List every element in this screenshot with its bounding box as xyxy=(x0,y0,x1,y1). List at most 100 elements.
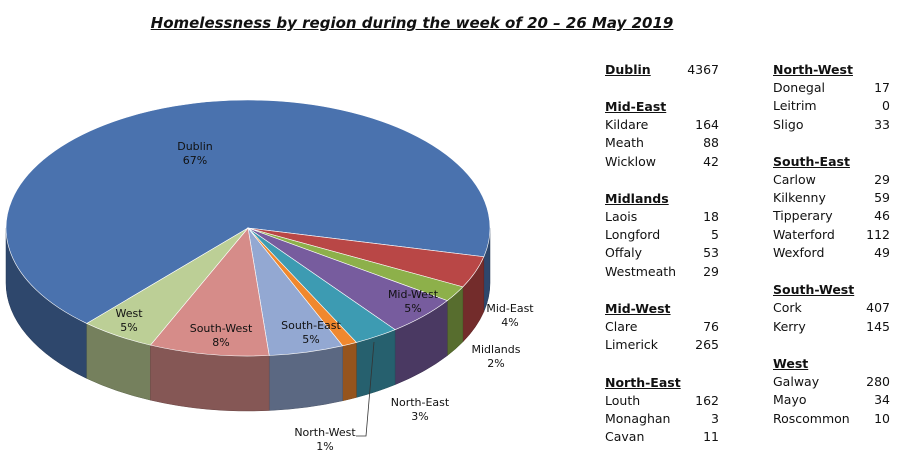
county-name: Longford xyxy=(605,227,661,243)
region-name: North-West xyxy=(773,62,853,77)
county-row: Meath 88 xyxy=(605,134,719,152)
county-name: Kilkenny xyxy=(773,190,826,206)
county-row: Laois 18 xyxy=(605,208,719,226)
pie-slice-west xyxy=(86,227,249,346)
county-row: Galway 280 xyxy=(773,373,890,391)
county-row: Roscommon 10 xyxy=(773,410,890,428)
county-row: Carlow 29 xyxy=(773,171,890,189)
county-row: Cork 407 xyxy=(773,299,890,317)
region-column-2: North-West Donegal 17 Leitrim 0 Sligo 33 South-… xyxy=(773,60,890,446)
county-count: 49 xyxy=(874,245,890,261)
county-name: Monaghan xyxy=(605,410,671,426)
slice-label-south-east: South-East xyxy=(281,319,341,332)
county-count: 59 xyxy=(874,190,890,206)
pie-wall-south-east xyxy=(268,345,343,411)
county-count: 10 xyxy=(874,410,890,426)
county-row: Donegal 17 xyxy=(773,79,890,97)
county-row: Leitrim 0 xyxy=(773,97,890,115)
county-count: 34 xyxy=(874,392,890,408)
slice-label-dublin: Dublin xyxy=(177,140,213,153)
county-name: Limerick xyxy=(605,337,659,353)
slice-percent-north-west: 1% xyxy=(316,440,333,453)
slice-label-north-west: North-West xyxy=(294,426,356,439)
county-row: Wicklow 42 xyxy=(605,153,719,171)
county-count: 407 xyxy=(866,300,890,316)
region-column-1: Dublin 4367 Mid-East Kildare 164 Meath 88 Wickl… xyxy=(605,60,719,465)
region-heading: South-West xyxy=(773,280,890,299)
region-block: Midlands Laois 18 Longford 5 Offaly 53 Westmeat… xyxy=(605,189,719,281)
county-count: 88 xyxy=(703,135,719,151)
region-name: Midlands xyxy=(605,190,669,206)
slice-percent-south-west: 8% xyxy=(212,336,229,349)
county-count: 112 xyxy=(866,226,890,242)
county-name: Tipperary xyxy=(773,208,833,224)
region-block: North-East Louth 162 Monaghan 3 Cavan 11 xyxy=(605,373,719,447)
county-name: Carlow xyxy=(773,171,816,187)
county-row: Tipperary 46 xyxy=(773,207,890,225)
county-row: Sligo 33 xyxy=(773,116,890,134)
county-count: 0 xyxy=(882,98,890,114)
region-heading: Mid-East xyxy=(605,97,719,116)
county-row: Longford 5 xyxy=(605,226,719,244)
county-count: 29 xyxy=(703,263,719,279)
county-count: 164 xyxy=(695,117,719,132)
county-count: 3 xyxy=(711,410,719,426)
region-heading: Dublin 4367 xyxy=(605,60,719,79)
slice-percent-midlands: 2% xyxy=(487,357,504,370)
pie-wall-north-west xyxy=(342,342,357,402)
region-name: South-East xyxy=(773,153,850,169)
region-total: 4367 xyxy=(687,62,719,77)
region-name: Mid-East xyxy=(605,99,667,114)
leader-line-north-west xyxy=(356,341,375,437)
county-name: Louth xyxy=(605,392,641,408)
county-row: Limerick 265 xyxy=(605,336,719,354)
county-name: Offaly xyxy=(605,245,642,261)
slice-percent-south-east: 5% xyxy=(302,333,319,346)
county-count: 33 xyxy=(874,116,890,132)
region-heading: North-West xyxy=(773,60,890,79)
county-name: Laois xyxy=(605,208,638,224)
county-name: Cork xyxy=(773,300,802,316)
region-block: Dublin 4367 xyxy=(605,60,719,79)
region-heading: West xyxy=(773,354,890,373)
county-count: 145 xyxy=(866,318,890,334)
chart-title: Homelessness by region during the week o… xyxy=(150,14,674,32)
county-name: Meath xyxy=(605,135,644,151)
county-name: Leitrim xyxy=(773,98,817,114)
region-name: Mid-West xyxy=(605,301,671,317)
county-count: 18 xyxy=(703,208,719,224)
county-count: 46 xyxy=(874,208,890,224)
region-heading: Midlands xyxy=(605,189,719,208)
county-count: 29 xyxy=(874,171,890,187)
region-heading: Mid-West xyxy=(605,299,719,318)
slice-label-north-east: North-East xyxy=(391,396,450,409)
county-name: Clare xyxy=(605,319,638,335)
county-count: 280 xyxy=(866,373,890,389)
region-block: South-East Carlow 29 Kilkenny 59 Tipperary 46 W… xyxy=(773,152,890,262)
county-count: 162 xyxy=(695,392,719,408)
county-row: Monaghan 3 xyxy=(605,410,719,428)
county-row: Kilkenny 59 xyxy=(773,189,890,207)
county-count: 17 xyxy=(874,80,890,95)
county-name: Westmeath xyxy=(605,263,677,279)
county-name: Sligo xyxy=(773,116,804,132)
region-heading: North-East xyxy=(605,373,719,392)
county-row: Louth 162 xyxy=(605,392,719,410)
county-count: 76 xyxy=(703,319,719,335)
county-row: Mayo 34 xyxy=(773,391,890,409)
county-count: 42 xyxy=(703,153,719,169)
county-count: 53 xyxy=(703,245,719,261)
county-name: Wexford xyxy=(773,245,825,261)
region-name: West xyxy=(773,355,809,371)
county-name: Mayo xyxy=(773,392,807,408)
slice-label-west: West xyxy=(115,307,143,320)
county-name: Kerry xyxy=(773,318,806,334)
county-row: Cavan 11 xyxy=(605,428,719,446)
county-row: Offaly 53 xyxy=(605,244,719,262)
county-row: Wexford 49 xyxy=(773,244,890,262)
county-row: Westmeath 29 xyxy=(605,263,719,281)
slice-label-mid-east: Mid-East xyxy=(486,302,534,315)
county-name: Galway xyxy=(773,373,820,389)
slice-label-midlands: Midlands xyxy=(471,343,520,356)
region-block: South-West Cork 407 Kerry 145 xyxy=(773,280,890,336)
